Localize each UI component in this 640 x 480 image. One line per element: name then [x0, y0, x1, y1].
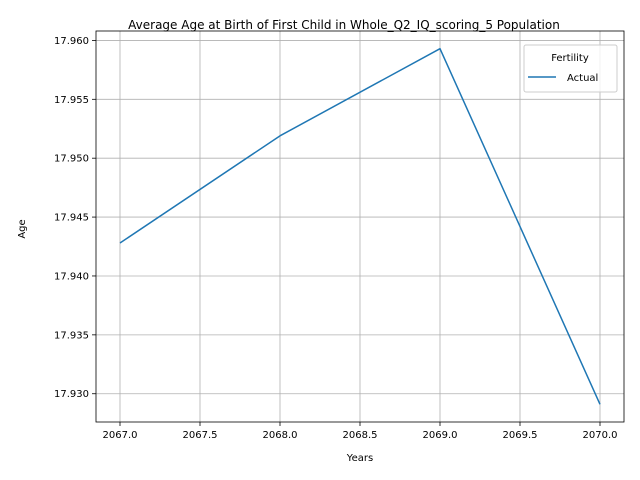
legend-title: Fertility	[551, 53, 589, 64]
y-tick-label: 17.930	[54, 389, 89, 400]
y-tick-label: 17.950	[54, 154, 89, 165]
x-tick-label: 2067.0	[103, 430, 138, 441]
ticks: 2067.0 2067.5 2068.0 2068.5 2069.0 2069.5 2070…	[54, 36, 618, 441]
x-tick-label: 2068.0	[263, 430, 298, 441]
y-tick-label: 17.935	[54, 330, 89, 341]
legend-box	[523, 44, 618, 93]
x-tick-label: 2067.5	[183, 430, 218, 441]
x-tick-label: 2070.0	[583, 430, 618, 441]
y-axis-label: Age	[17, 219, 28, 238]
x-tick-label: 2069.0	[423, 430, 458, 441]
x-tick-label: 2069.5	[503, 430, 538, 441]
series-layer	[119, 47, 601, 405]
y-tick-label: 17.955	[54, 95, 89, 106]
y-tick-label: 17.945	[54, 213, 89, 224]
chart-title: Average Age at Birth of First Child in W…	[128, 18, 560, 32]
y-tick-label: 17.960	[54, 36, 89, 47]
y-tick-label: 17.940	[54, 271, 89, 282]
legend-entry-label: Actual	[567, 73, 598, 84]
x-axis-label: Years	[346, 453, 373, 464]
x-tick-label: 2068.5	[343, 430, 378, 441]
series-line-actual	[119, 47, 601, 405]
legend: Fertility Actual	[523, 44, 618, 93]
grid	[96, 31, 624, 422]
